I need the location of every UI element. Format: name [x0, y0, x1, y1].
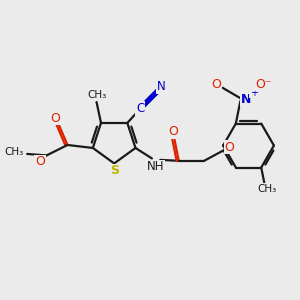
Text: C: C: [136, 102, 144, 115]
Text: +: +: [250, 88, 258, 98]
Text: CH₃: CH₃: [4, 147, 23, 158]
Text: O: O: [35, 155, 45, 169]
Text: O: O: [225, 141, 235, 154]
Text: CH₃: CH₃: [258, 184, 277, 194]
Text: O: O: [168, 125, 178, 138]
Text: NH: NH: [147, 160, 164, 173]
Text: N: N: [156, 80, 165, 93]
Text: CH₃: CH₃: [87, 91, 106, 100]
Text: O: O: [50, 112, 60, 124]
Text: S: S: [110, 164, 119, 177]
Text: O: O: [212, 78, 221, 91]
Text: N: N: [241, 93, 251, 106]
Text: O⁻: O⁻: [255, 78, 272, 91]
